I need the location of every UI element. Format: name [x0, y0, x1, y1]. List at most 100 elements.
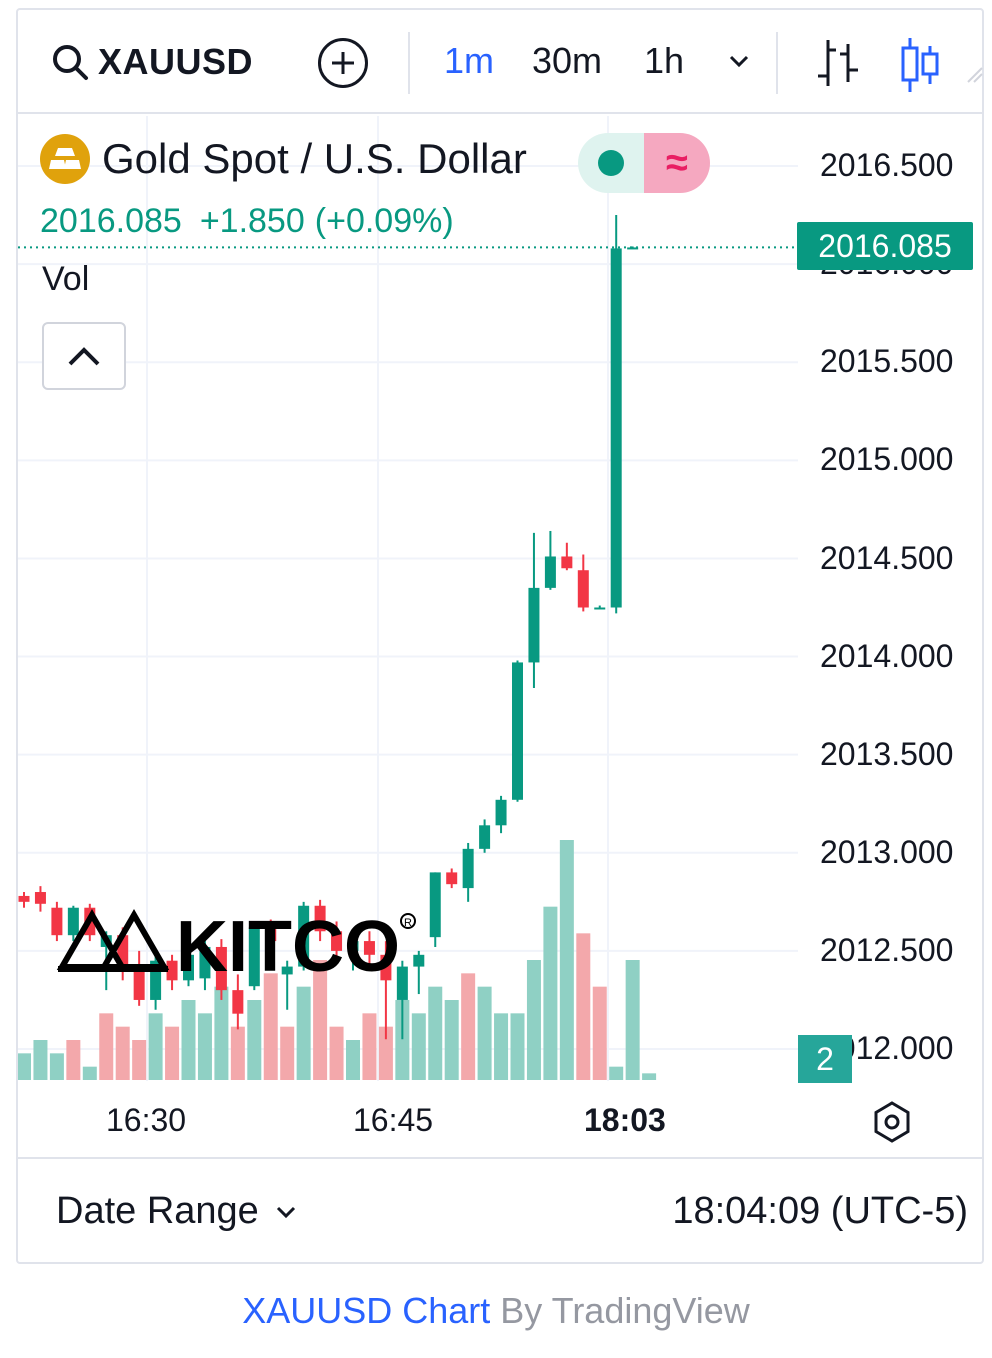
candle-body	[528, 587, 540, 663]
plus-icon	[332, 52, 354, 74]
symbol-chart-link[interactable]: XAUUSD Chart	[242, 1290, 491, 1331]
market-open-status[interactable]	[578, 133, 644, 193]
volume-bar	[592, 986, 607, 1080]
volume-bar	[362, 1013, 377, 1080]
candle-body	[281, 966, 293, 975]
price-axis-label: 2015.000	[820, 441, 954, 477]
price-axis-label: 2014.500	[820, 540, 954, 576]
volume-bar	[559, 840, 574, 1080]
volume-bar	[378, 1026, 393, 1080]
candle-body	[314, 905, 326, 932]
volume-bar	[99, 1013, 114, 1080]
volume-bar	[181, 1000, 196, 1080]
date-range-button[interactable]: Date Range	[56, 1190, 299, 1233]
svg-text:R: R	[404, 917, 412, 929]
candle-body	[265, 927, 277, 942]
top-toolbar: XAUUSD 1m 30m 1h	[18, 10, 984, 114]
candle-body	[396, 966, 408, 1000]
candle-body	[413, 954, 425, 967]
volume-bar	[82, 1066, 97, 1080]
candle-body	[512, 662, 523, 800]
price-chart[interactable]	[18, 116, 982, 1156]
last-price-tag: 2016.085	[797, 222, 973, 270]
kitco-watermark-logo: KITCO R	[56, 907, 416, 977]
bar-chart-style-icon[interactable]	[814, 36, 862, 90]
volume-bar	[576, 933, 591, 1080]
footer-divider	[18, 1157, 982, 1159]
market-status-pill[interactable]: ≈	[578, 133, 710, 193]
volume-bar	[395, 1000, 410, 1080]
toolbar-divider	[776, 32, 778, 94]
attribution-by[interactable]: By TradingView	[500, 1290, 750, 1331]
candle-body	[594, 607, 606, 610]
volume-bar	[609, 1066, 624, 1080]
candle-body	[561, 556, 573, 569]
candle-body	[544, 556, 556, 588]
symbol-legend: Gold Spot / U.S. Dollar	[40, 134, 527, 184]
candle-body	[232, 990, 244, 1014]
candle-body	[150, 960, 162, 1000]
candle-body	[117, 935, 129, 971]
time-axis-label: 16:30	[106, 1102, 187, 1138]
volume-bar	[247, 1000, 262, 1080]
volume-bar	[263, 973, 278, 1080]
volume-bar	[477, 986, 492, 1080]
price-axis-label: 2013.500	[820, 736, 954, 772]
price-axis-label: 2014.000	[820, 638, 954, 674]
volume-bar	[230, 1026, 245, 1080]
volume-bar	[494, 1013, 509, 1080]
tradingview-attribution[interactable]: XAUUSD Chart By TradingView	[0, 1290, 992, 1332]
candle-body	[363, 941, 375, 955]
market-open-dot-icon	[598, 150, 624, 176]
volume-bar	[625, 960, 640, 1080]
volume-bar	[33, 1040, 48, 1080]
volume-bar	[115, 1026, 130, 1080]
candle-body	[34, 892, 46, 904]
candle-body	[133, 970, 145, 1000]
candle-body	[248, 927, 260, 987]
timezone-clock[interactable]: 18:04:09 (UTC-5)	[672, 1190, 968, 1232]
candle-body	[446, 872, 458, 885]
candle-body	[18, 895, 30, 902]
candle-body	[51, 907, 63, 936]
time-axis-label: 16:45	[353, 1102, 434, 1138]
volume-indicator-label[interactable]: Vol	[42, 260, 90, 298]
volume-bar	[642, 1073, 657, 1080]
candle-body	[183, 954, 194, 981]
candle-body	[298, 905, 310, 967]
chevron-down-icon	[276, 1206, 295, 1218]
price-quote: 2016.085 +1.850 (+0.09%)	[40, 202, 454, 241]
interval-30m[interactable]: 30m	[532, 40, 603, 81]
toolbar-divider	[408, 32, 410, 94]
volume-bar	[411, 1013, 426, 1080]
candle-body	[495, 799, 507, 826]
delayed-data-icon[interactable]: ≈	[644, 133, 710, 193]
candle-body	[577, 570, 589, 608]
volume-bar	[461, 973, 476, 1080]
chevron-up-icon	[68, 347, 100, 366]
gold-bars-icon	[40, 134, 90, 184]
kitco-wordmark: KITCO	[176, 907, 400, 977]
candle-body	[429, 872, 441, 938]
collapse-legend-button[interactable]	[42, 322, 126, 390]
candle-chart-style-icon[interactable]	[898, 36, 942, 94]
volume-bar	[214, 986, 229, 1080]
interval-1m[interactable]: 1m	[444, 40, 495, 81]
chart-settings-icon[interactable]	[870, 1100, 914, 1144]
volume-bar	[197, 1013, 212, 1080]
last-price: 2016.085	[40, 202, 182, 240]
candle-body	[215, 946, 227, 991]
candle-body	[627, 247, 639, 250]
candle-body	[199, 946, 211, 979]
price-axis-label: 2013.000	[820, 834, 954, 870]
interval-dropdown-icon[interactable]	[724, 46, 754, 76]
volume-bar	[165, 1026, 180, 1080]
interval-1h[interactable]: 1h	[644, 40, 685, 81]
compare-add-button[interactable]	[318, 38, 368, 88]
price-axis-label: 2015.500	[820, 343, 954, 379]
widget-frame	[16, 8, 984, 1264]
volume-bar	[49, 1053, 64, 1080]
symbol-search[interactable]: XAUUSD	[50, 38, 253, 86]
volume-bar	[313, 960, 328, 1080]
more-tools-icon[interactable]	[964, 50, 984, 86]
